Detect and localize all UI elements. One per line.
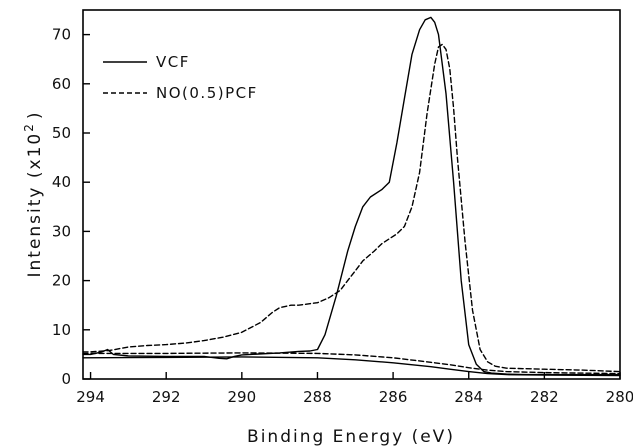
y-tick-label: 50 xyxy=(52,124,71,142)
x-tick-label: 294 xyxy=(76,388,105,406)
y-tick-label: 10 xyxy=(52,321,71,339)
x-tick-label: 282 xyxy=(530,388,559,406)
x-tick-label: 292 xyxy=(152,388,181,406)
axis-ticks: 294 292 290 288 286 284 282 280 0 10 20 30 40 50 60 70 xyxy=(52,26,633,406)
y-tick-label: 40 xyxy=(52,173,71,191)
legend-label-vcf: VCF xyxy=(156,53,190,71)
baseline-line-2 xyxy=(82,356,621,377)
y-tick-label: 60 xyxy=(52,75,71,93)
x-axis-label: Binding Energy (eV) xyxy=(247,427,455,447)
y-tick-label: 0 xyxy=(61,370,71,388)
series-line-1 xyxy=(82,43,621,373)
y-tick-label: 20 xyxy=(52,272,71,290)
y-axis-label: Intensity (x102) xyxy=(22,110,45,277)
y-tick-label: 30 xyxy=(52,222,71,240)
y-tick-label: 70 xyxy=(52,26,71,44)
legend: VCF NO(0.5)PCF xyxy=(103,53,258,102)
series-layer xyxy=(82,16,621,377)
plot-frame xyxy=(82,9,621,380)
baseline-line-3 xyxy=(82,352,621,375)
legend-label-no-pcf: NO(0.5)PCF xyxy=(156,84,258,102)
x-tick-label: 284 xyxy=(454,388,483,406)
y-axis-label-main: Intensity (x10 xyxy=(25,132,45,278)
x-tick-label: 290 xyxy=(228,388,257,406)
x-tick-label: 280 xyxy=(606,388,633,406)
x-tick-label: 286 xyxy=(379,388,408,406)
x-tick-label: 288 xyxy=(303,388,332,406)
y-axis-label-exponent: 2 xyxy=(22,122,36,132)
y-axis-label-close: ) xyxy=(25,110,45,119)
